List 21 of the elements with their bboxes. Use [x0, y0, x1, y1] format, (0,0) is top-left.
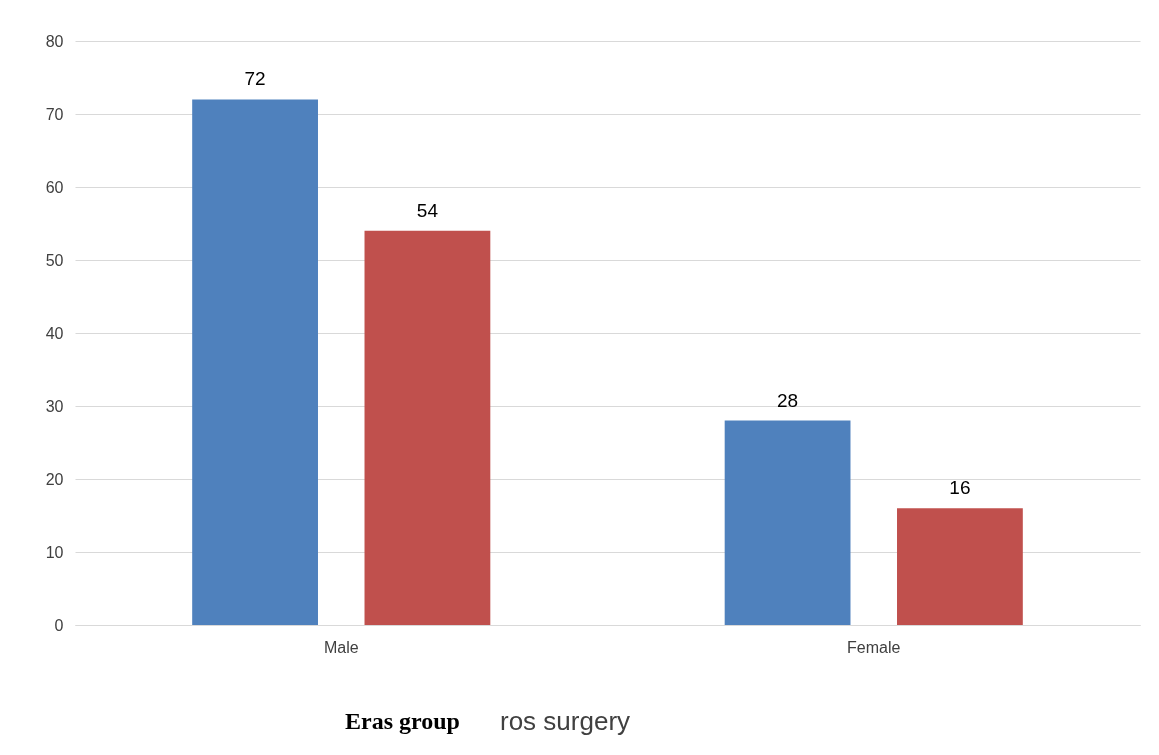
- y-tick-label: 60: [45, 178, 64, 196]
- y-tick-label: 40: [45, 324, 64, 342]
- x-tick-label: Male: [323, 638, 359, 656]
- data-label: 54: [416, 199, 439, 221]
- y-tick-label: 0: [54, 616, 64, 634]
- bar: [192, 99, 318, 625]
- text: ros surgery: [500, 706, 631, 736]
- y-tick-label: 50: [45, 251, 64, 269]
- y-tick-label: 20: [45, 470, 64, 488]
- text: Eras group: [345, 708, 460, 734]
- bar: [724, 420, 851, 625]
- y-tick-label: 30: [45, 397, 64, 415]
- data-label: 72: [244, 68, 266, 90]
- bar: [364, 230, 491, 625]
- y-tick-label: 10: [45, 543, 64, 561]
- x-tick-label: Female: [847, 638, 901, 656]
- bar: [897, 508, 1023, 625]
- data-label: 16: [949, 477, 971, 499]
- y-tick-label: 70: [45, 105, 64, 123]
- y-tick-label: 80: [45, 32, 64, 50]
- data-label: 28: [777, 389, 799, 411]
